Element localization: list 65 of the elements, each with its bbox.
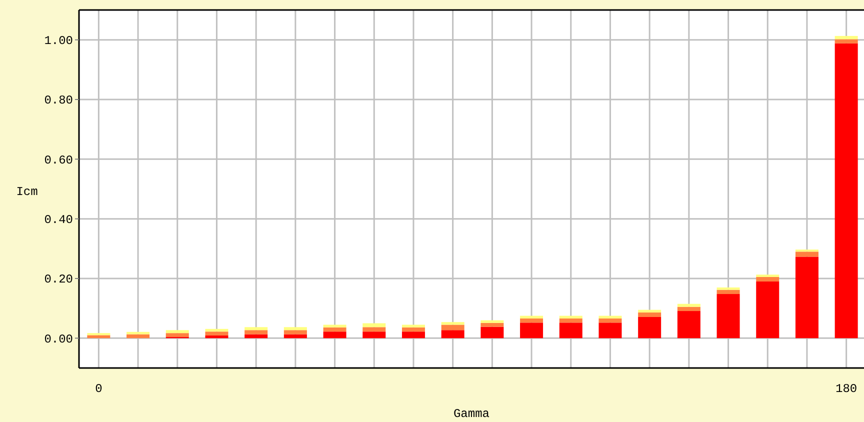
bar xyxy=(244,327,268,330)
bar xyxy=(441,330,464,338)
bar xyxy=(323,324,346,328)
bar xyxy=(716,290,740,294)
y-axis-title: Icm xyxy=(16,185,38,200)
y-tick-label: 1.00 xyxy=(44,34,73,48)
bar xyxy=(638,312,662,317)
bar xyxy=(834,39,858,44)
bar xyxy=(559,318,582,323)
bar xyxy=(520,318,544,323)
x-tick-label: 0 xyxy=(95,382,102,396)
bar xyxy=(638,310,662,313)
bar xyxy=(598,318,622,323)
bar xyxy=(284,330,307,334)
x-axis-title: Gamma xyxy=(453,407,490,421)
bar xyxy=(402,327,425,332)
bar xyxy=(480,322,504,327)
bar xyxy=(598,316,622,318)
bar xyxy=(559,316,582,318)
bar xyxy=(87,335,110,338)
bar xyxy=(441,324,464,330)
y-tick-label: 0.60 xyxy=(44,153,73,168)
bar xyxy=(638,316,662,338)
bar xyxy=(716,287,740,290)
bar xyxy=(677,304,700,307)
bar xyxy=(795,252,818,257)
bar xyxy=(244,330,268,334)
y-tick-label: 0.40 xyxy=(44,213,73,228)
bar xyxy=(362,327,386,332)
y-tick-label: 0.80 xyxy=(44,94,73,108)
bar xyxy=(520,322,544,338)
bar xyxy=(244,334,268,338)
bar xyxy=(598,322,622,338)
bar xyxy=(205,332,228,336)
bar xyxy=(559,322,582,338)
bar xyxy=(716,294,740,338)
bar xyxy=(402,332,425,338)
y-tick-label: 0.20 xyxy=(44,272,73,287)
bar xyxy=(480,320,504,323)
bar xyxy=(323,327,346,332)
x-tick-label: 180 xyxy=(836,382,858,396)
bar xyxy=(756,274,780,278)
bar xyxy=(205,328,228,332)
bar xyxy=(166,333,189,337)
y-tick-label: 0.00 xyxy=(44,332,73,346)
bar xyxy=(362,323,386,328)
bar xyxy=(834,43,858,338)
bar xyxy=(402,324,425,328)
bar xyxy=(284,334,307,338)
bar xyxy=(834,36,858,40)
bar xyxy=(441,322,464,325)
bar xyxy=(677,311,700,338)
bar xyxy=(323,332,346,338)
bar xyxy=(284,327,307,330)
bar xyxy=(126,334,150,338)
bar xyxy=(756,277,780,282)
bar xyxy=(205,335,228,338)
bar xyxy=(126,332,150,334)
bar xyxy=(756,281,780,338)
bar xyxy=(480,326,504,338)
bar xyxy=(362,332,386,338)
bar xyxy=(520,316,544,318)
bar xyxy=(795,256,818,338)
bar xyxy=(677,306,700,312)
bar xyxy=(166,330,189,334)
